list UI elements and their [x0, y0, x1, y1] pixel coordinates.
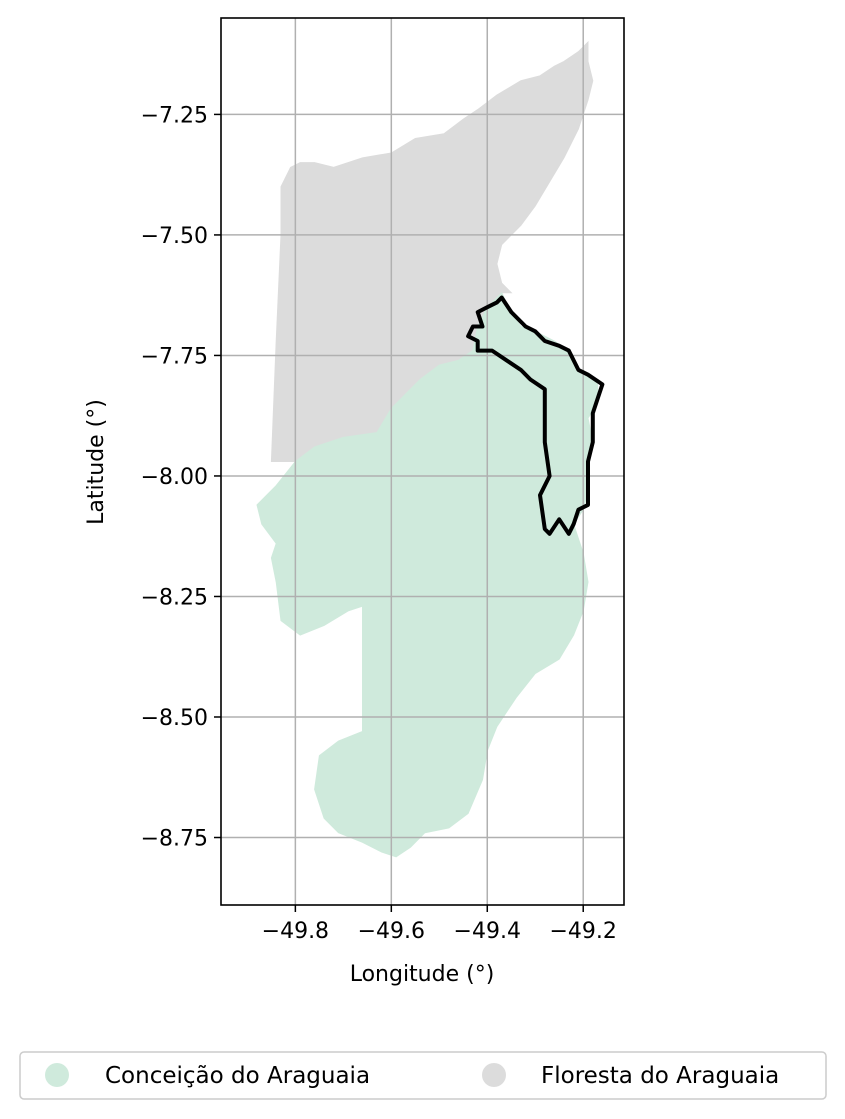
x-axis-label: Longitude (°) — [350, 962, 495, 987]
legend-marker-conceicao — [45, 1063, 69, 1087]
x-tick-label: −49.4 — [454, 919, 521, 944]
y-tick-label: −7.50 — [141, 224, 208, 249]
axes-frame — [220, 17, 625, 906]
axes: −49.8 −49.6 −49.4 −49.2 −7.25 −7.50 −7.75 −8.00… — [141, 17, 625, 944]
legend: Conceição do Araguaia Floresta do Aragua… — [19, 1051, 827, 1100]
plot-area — [221, 18, 624, 905]
x-tick-label: −49.6 — [358, 919, 425, 944]
legend-box — [19, 1051, 827, 1100]
y-tick-label: −7.75 — [141, 344, 208, 369]
highlight-boundary — [466, 295, 605, 536]
legend-label-conceicao: Conceição do Araguaia — [105, 1063, 370, 1089]
y-tick-label: −8.75 — [141, 827, 208, 852]
legend-label-floresta: Floresta do Araguaia — [541, 1063, 779, 1089]
y-tick-label: −8.00 — [141, 465, 208, 490]
x-tick-label: −49.8 — [262, 919, 329, 944]
x-tick-label: −49.2 — [550, 919, 617, 944]
y-tick-label: −8.25 — [141, 585, 208, 610]
y-tick-label: −7.25 — [141, 103, 208, 128]
y-axis-label: Latitude (°) — [84, 399, 109, 525]
legend-marker-floresta — [482, 1063, 506, 1087]
y-tick-label: −8.50 — [141, 706, 208, 731]
